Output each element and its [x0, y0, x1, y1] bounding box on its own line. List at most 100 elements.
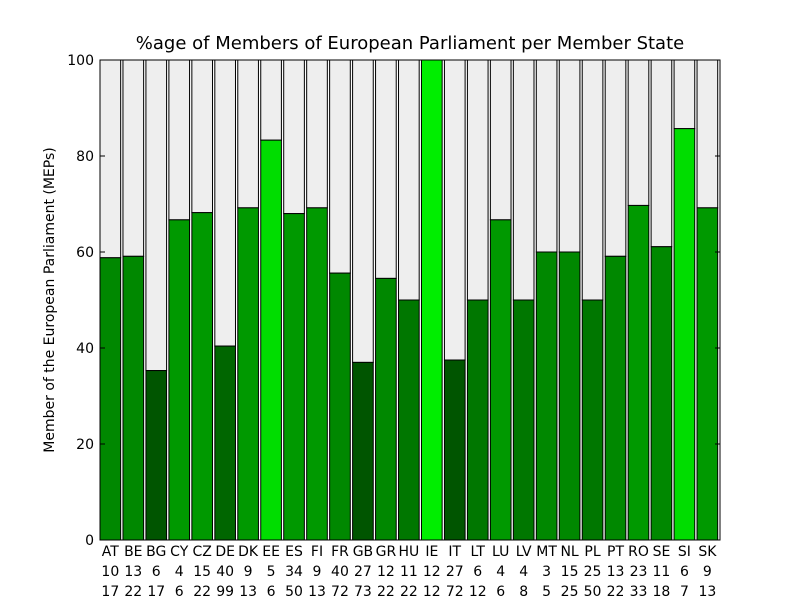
- bar-bg: [145, 370, 168, 541]
- x-tick-label: 3: [542, 564, 551, 580]
- x-tick-label: 4: [496, 564, 505, 580]
- bar-es: [283, 213, 305, 541]
- x-tick-label: 99: [216, 584, 234, 600]
- bar-remainder-be: [122, 59, 145, 257]
- x-tick-label: 15: [193, 564, 211, 580]
- bar-si: [673, 128, 696, 541]
- bar-remainder-sk: [696, 59, 719, 209]
- x-tick-label: 27: [354, 564, 372, 580]
- bar-remainder-pt: [604, 59, 627, 257]
- x-tick-label: 22: [124, 584, 142, 600]
- x-tick-label: DK: [238, 544, 259, 560]
- x-tick-label: GB: [353, 544, 373, 560]
- x-tick-label: 73: [354, 584, 372, 600]
- chart-title: %age of Members of European Parliament p…: [136, 33, 684, 54]
- x-tick-label: 27: [446, 564, 464, 580]
- x-tick-label: 5: [267, 564, 276, 580]
- x-tick-label: 40: [216, 564, 234, 580]
- x-tick-label: DE: [215, 544, 235, 560]
- bar-gb: [352, 361, 374, 541]
- y-tick-label: 80: [76, 149, 94, 165]
- bar-remainder-lv: [512, 59, 535, 301]
- bar-remainder-at: [99, 59, 122, 259]
- bar-remainder-dk: [237, 59, 259, 209]
- y-axis-label: Member of the European Parliament (MEPs): [42, 147, 58, 452]
- bar-lt: [466, 299, 489, 541]
- x-tick-label: PL: [584, 544, 600, 560]
- bar-it: [443, 359, 466, 541]
- x-tick-label: 13: [308, 584, 326, 600]
- x-tick-label: 12: [423, 584, 441, 600]
- x-tick-label: 72: [446, 584, 464, 600]
- bar-remainder-ro: [627, 59, 650, 206]
- bar-remainder-es: [283, 59, 305, 215]
- bar-remainder-cz: [191, 59, 214, 214]
- x-tick-label: 17: [147, 584, 165, 600]
- x-tick-label: 6: [680, 564, 689, 580]
- x-tick-label: NL: [560, 544, 578, 560]
- x-tick-label: 12: [423, 564, 441, 580]
- bar-de: [214, 345, 236, 541]
- x-tick-label: 9: [703, 564, 712, 580]
- x-tick-label: 8: [519, 584, 528, 600]
- x-tick-label: SE: [653, 544, 671, 560]
- x-tick-label: 10: [101, 564, 119, 580]
- bar-nl: [558, 251, 581, 541]
- x-tick-label: 6: [175, 584, 184, 600]
- x-tick-label: 6: [267, 584, 276, 600]
- bar-remainder-si: [673, 59, 696, 130]
- bar-remainder-pl: [581, 59, 604, 301]
- x-tick-label: 22: [607, 584, 625, 600]
- x-tick-label: 33: [630, 584, 648, 600]
- x-tick-label: 40: [331, 564, 349, 580]
- bar-ie: [420, 59, 443, 541]
- bar-lu: [489, 219, 512, 541]
- bar-ro: [627, 204, 650, 541]
- x-tick-label: FI: [311, 544, 323, 560]
- bar-pt: [604, 255, 627, 541]
- x-tick-label: IT: [448, 544, 461, 560]
- x-tick-label: HU: [398, 544, 419, 560]
- bar-remainder-cy: [168, 59, 191, 221]
- x-tick-label: 15: [561, 564, 579, 580]
- x-tick-label: 25: [561, 584, 579, 600]
- y-tick-label: 40: [76, 341, 94, 357]
- x-tick-label: FR: [331, 544, 349, 560]
- x-tick-label: 17: [101, 584, 119, 600]
- bar-dk: [237, 207, 259, 541]
- y-tick-label: 100: [67, 53, 94, 69]
- bar-remainder-de: [214, 59, 236, 347]
- bar-cy: [168, 219, 191, 541]
- x-tick-label: RO: [628, 544, 649, 560]
- x-tick-label: LV: [516, 544, 532, 560]
- x-tick-label: CZ: [192, 544, 211, 560]
- x-tick-label: 22: [400, 584, 418, 600]
- x-tick-label: 23: [630, 564, 648, 580]
- y-tick-label: 60: [76, 245, 94, 261]
- x-tick-label: 25: [584, 564, 602, 580]
- x-tick-label: 5: [542, 584, 551, 600]
- y-tick-label: 20: [76, 437, 94, 453]
- bar-se: [650, 246, 673, 541]
- x-tick-label: 22: [193, 584, 211, 600]
- x-tick-label: LT: [471, 544, 486, 560]
- x-tick-label: IE: [425, 544, 438, 560]
- x-tick-label: LU: [492, 544, 509, 560]
- x-tick-label: 6: [496, 584, 505, 600]
- x-tick-labels: AT1017BE1322BG617CY46CZ1522DE4099DK913EE…: [101, 544, 717, 600]
- bar-mt: [535, 251, 558, 541]
- x-tick-label: 11: [400, 564, 418, 580]
- x-tick-label: 18: [653, 584, 671, 600]
- x-tick-label: 4: [175, 564, 184, 580]
- bar-remainder-gb: [352, 59, 374, 363]
- bar-at: [99, 257, 122, 541]
- bar-remainder-lt: [466, 59, 489, 301]
- plot-frame: [99, 59, 721, 541]
- x-tick-label: 4: [519, 564, 528, 580]
- bar-remainder-se: [650, 59, 673, 248]
- bar-remainder-it: [443, 59, 466, 361]
- x-tick-label: EE: [262, 544, 280, 560]
- bar-be: [122, 255, 145, 541]
- x-tick-label: AT: [102, 544, 119, 560]
- x-tick-label: PT: [607, 544, 624, 560]
